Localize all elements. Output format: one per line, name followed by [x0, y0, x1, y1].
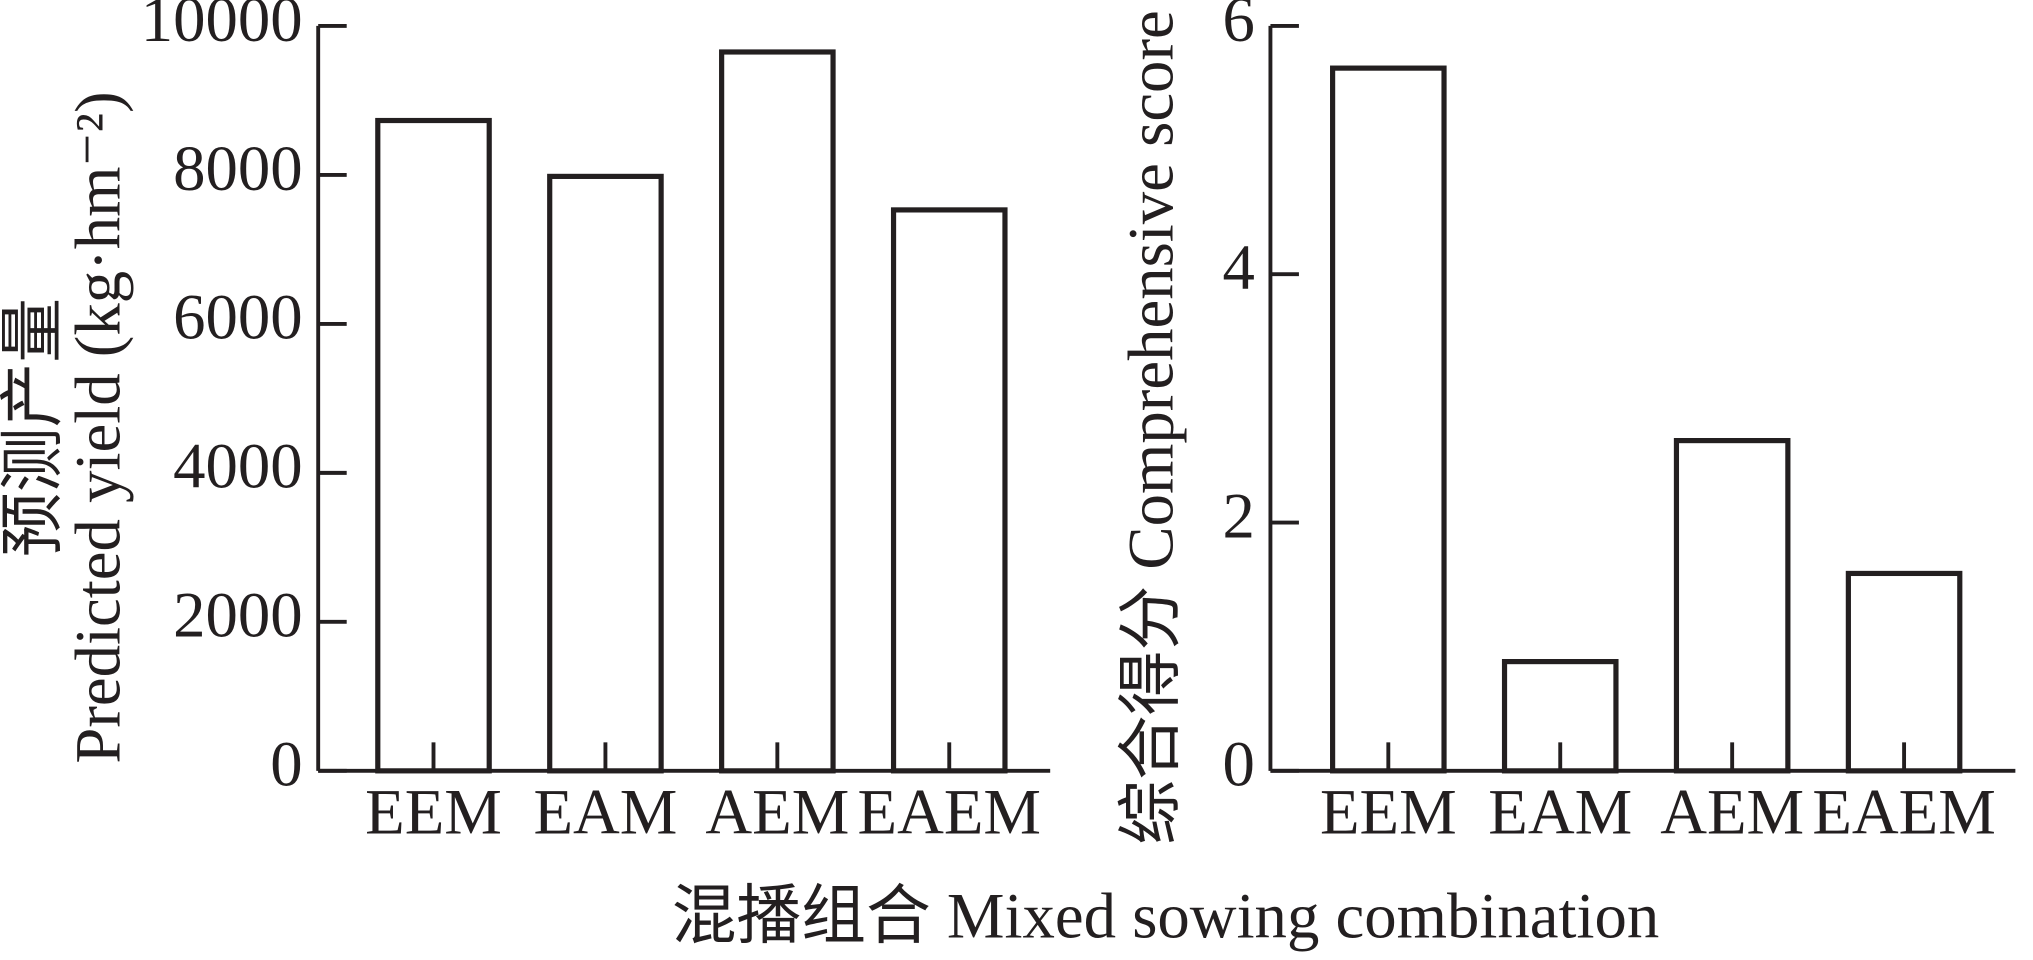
- y-axis-label: 综合得分 Comprehensive score: [1116, 10, 1188, 845]
- y-tick-label: 0: [1222, 729, 1254, 801]
- y-tick-label: 2000: [173, 580, 303, 652]
- x-tick-label: AEM: [1660, 777, 1804, 849]
- y-tick-label: 6: [1222, 0, 1254, 56]
- x-tick-label: EAM: [1488, 777, 1632, 849]
- y-tick-label: 4: [1222, 232, 1254, 304]
- x-tick-label: EEM: [365, 777, 502, 849]
- bar: [1673, 438, 1791, 774]
- bar: [375, 117, 492, 774]
- y-tick-label: 0: [270, 729, 302, 801]
- bar: [547, 173, 664, 774]
- y-tick-label: 2: [1222, 480, 1254, 552]
- y-axis-label: Predicted yield (kg·hm⁻²): [62, 91, 134, 763]
- y-axis-label: 预测产量: [0, 298, 70, 557]
- x-tick-label: EAEM: [1812, 777, 1995, 849]
- x-tick-label: AEM: [705, 777, 849, 849]
- bar: [1330, 65, 1447, 774]
- y-tick-label: 10000: [141, 0, 303, 56]
- x-tick-label: EEM: [1320, 777, 1457, 849]
- x-tick-label: EAEM: [858, 777, 1041, 849]
- bar: [890, 207, 1008, 774]
- y-tick-label: 8000: [173, 133, 303, 205]
- y-tick-label: 4000: [173, 431, 303, 503]
- x-axis-label: 混播组合 Mixed sowing combination: [672, 880, 1660, 952]
- bar: [1845, 570, 1963, 774]
- bar: [719, 49, 836, 774]
- y-tick-label: 6000: [173, 282, 303, 354]
- x-tick-label: EAM: [533, 777, 677, 849]
